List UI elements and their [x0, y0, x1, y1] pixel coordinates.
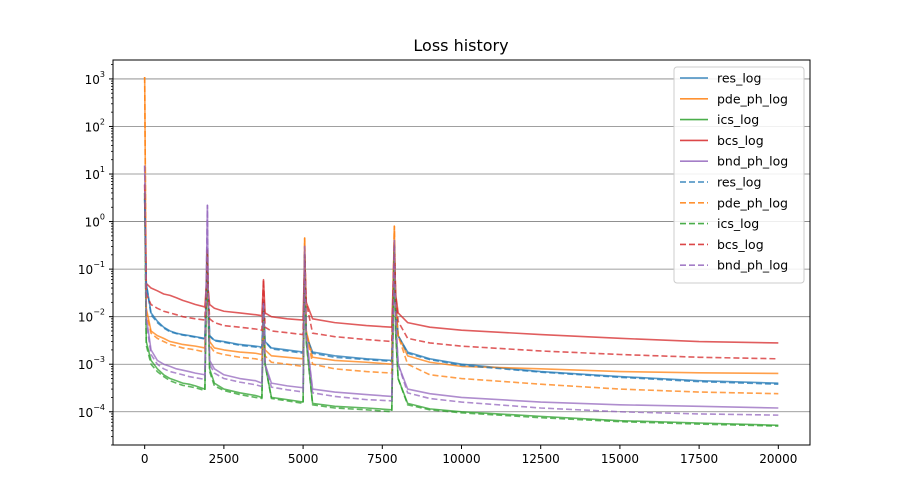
y-tick-label: 102	[85, 117, 105, 134]
chart-title: Loss history	[413, 36, 508, 55]
x-tick-label: 10000	[442, 452, 480, 466]
x-tick-label: 7500	[367, 452, 398, 466]
series-line-bcs_log-dashed	[143, 184, 779, 360]
x-tick-label: 12500	[522, 452, 560, 466]
y-tick-label: 10−2	[78, 308, 105, 325]
y-tick-label: 101	[85, 165, 105, 182]
legend: res_log pde_ph_log ics_log bcs_log bnd_ph_lo…	[673, 66, 805, 284]
y-tick-label: 10−1	[78, 260, 105, 277]
legend-entry-label: bcs_log	[717, 237, 764, 252]
legend-entry-label: pde_ph_log	[717, 195, 788, 210]
series-line-bcs_log-solid	[143, 184, 779, 344]
y-axis: 10−4 10−3 10−2 10−1 100 101 102 103	[78, 64, 113, 446]
series-line-bnd_ph_log-dashed	[143, 165, 779, 416]
legend-entry-label: bnd_ph_log	[717, 258, 788, 273]
x-tick-label: 2500	[209, 452, 240, 466]
legend-box	[673, 66, 805, 284]
x-tick-label: 5000	[288, 452, 319, 466]
x-tick-label: 15000	[601, 452, 639, 466]
y-tick-label: 100	[85, 213, 105, 230]
legend-entry-label: ics_log	[717, 112, 759, 127]
x-tick-label: 17500	[680, 452, 718, 466]
legend-entry-label: bnd_ph_log	[717, 154, 788, 169]
legend-entry-label: bcs_log	[717, 133, 764, 148]
legend-entry-label: ics_log	[717, 216, 759, 231]
y-tick-label: 103	[85, 70, 105, 87]
x-axis: 0 2500 5000 7500 10000 12500 15000 17500 20000	[141, 445, 797, 466]
y-tick-label: 10−3	[78, 355, 105, 372]
x-tick-label: 0	[141, 452, 149, 466]
series-layer	[143, 76, 779, 427]
y-tick-label: 10−4	[78, 403, 105, 420]
legend-entry-label: pde_ph_log	[717, 91, 788, 106]
legend-entry-label: res_log	[717, 71, 761, 86]
legend-entry-label: res_log	[717, 175, 761, 190]
x-tick-label: 20000	[759, 452, 797, 466]
